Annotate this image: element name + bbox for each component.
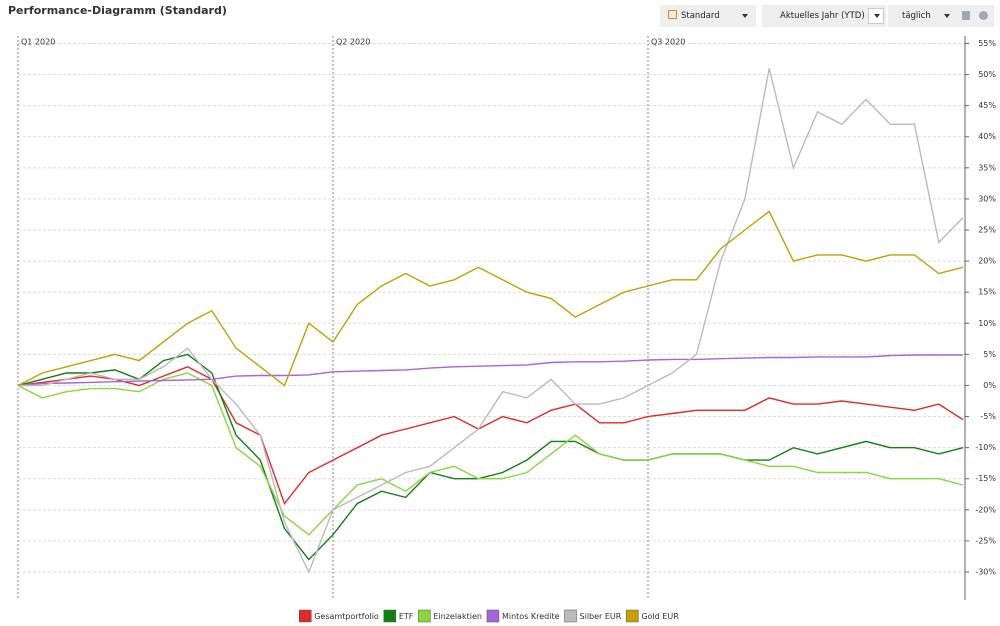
y-tick-label: 40% (978, 132, 996, 141)
legend-swatch (418, 609, 431, 623)
period-button[interactable] (868, 8, 884, 24)
y-tick-label: -20% (975, 505, 996, 514)
series-line (17, 354, 963, 387)
period-dropdown[interactable]: Aktuelles Jahr (YTD) (762, 5, 886, 27)
series-line (17, 210, 964, 387)
arrow (874, 14, 880, 18)
arrow (742, 14, 748, 18)
y-tick-label: 10% (978, 319, 996, 328)
y-tick-label: 15% (978, 288, 996, 297)
y-tick-label: 0% (983, 381, 996, 390)
y-tick-label: -5% (980, 412, 996, 421)
y-tick-label: 30% (978, 194, 996, 203)
legend-swatch (298, 609, 312, 623)
legend-label: ETF (399, 612, 414, 621)
y-tick-label: -15% (975, 474, 996, 483)
period-label: Aktuelles Jahr (YTD) (780, 11, 865, 21)
y-tick-label: 50% (978, 70, 996, 79)
interval-dropdown[interactable]: täglich (888, 5, 994, 27)
interval-label: täglich (902, 11, 931, 21)
legend-swatch (383, 609, 397, 623)
x-tick-label: Q1 2020 (21, 38, 55, 47)
view-dropdown[interactable]: Standard (660, 5, 756, 27)
x-tick-label: Q3 2020 (651, 38, 685, 47)
legend-swatch (626, 609, 639, 623)
y-tick-label: 25% (978, 226, 996, 235)
y-tick-label: 5% (983, 350, 996, 359)
legend-label: Gesamtportfolio (314, 612, 379, 621)
series-line (17, 366, 964, 506)
series-line (18, 68, 964, 574)
view-label: Standard (681, 11, 720, 21)
arrow (944, 14, 950, 18)
legend-label: Einzelaktien (433, 612, 482, 621)
export-icon[interactable] (962, 11, 970, 20)
y-tick-label: -25% (975, 536, 996, 545)
y-tick-label: 45% (978, 101, 996, 110)
y-tick-label: 55% (978, 39, 996, 48)
title: Performance-Diagramm (Standard) (8, 4, 227, 17)
icon (668, 10, 677, 19)
legend-swatch (486, 609, 500, 623)
y-tick-label: -10% (975, 443, 996, 452)
legend: Gesamtportfolio ETF Einzelaktien Mintos Kre… (298, 609, 679, 623)
y-tick-label: 20% (978, 257, 996, 266)
y-tick-label: -30% (975, 568, 996, 577)
legend-label: Silber EUR (580, 612, 622, 621)
settings-icon[interactable] (979, 11, 988, 20)
x-tick-label: Q2 2020 (336, 38, 370, 47)
legend-label: Mintos Kredite (502, 612, 560, 621)
y-tick-label: 35% (978, 163, 996, 172)
legend-swatch (564, 609, 577, 623)
series-line (17, 372, 964, 536)
legend-label: Gold EUR (641, 612, 679, 621)
